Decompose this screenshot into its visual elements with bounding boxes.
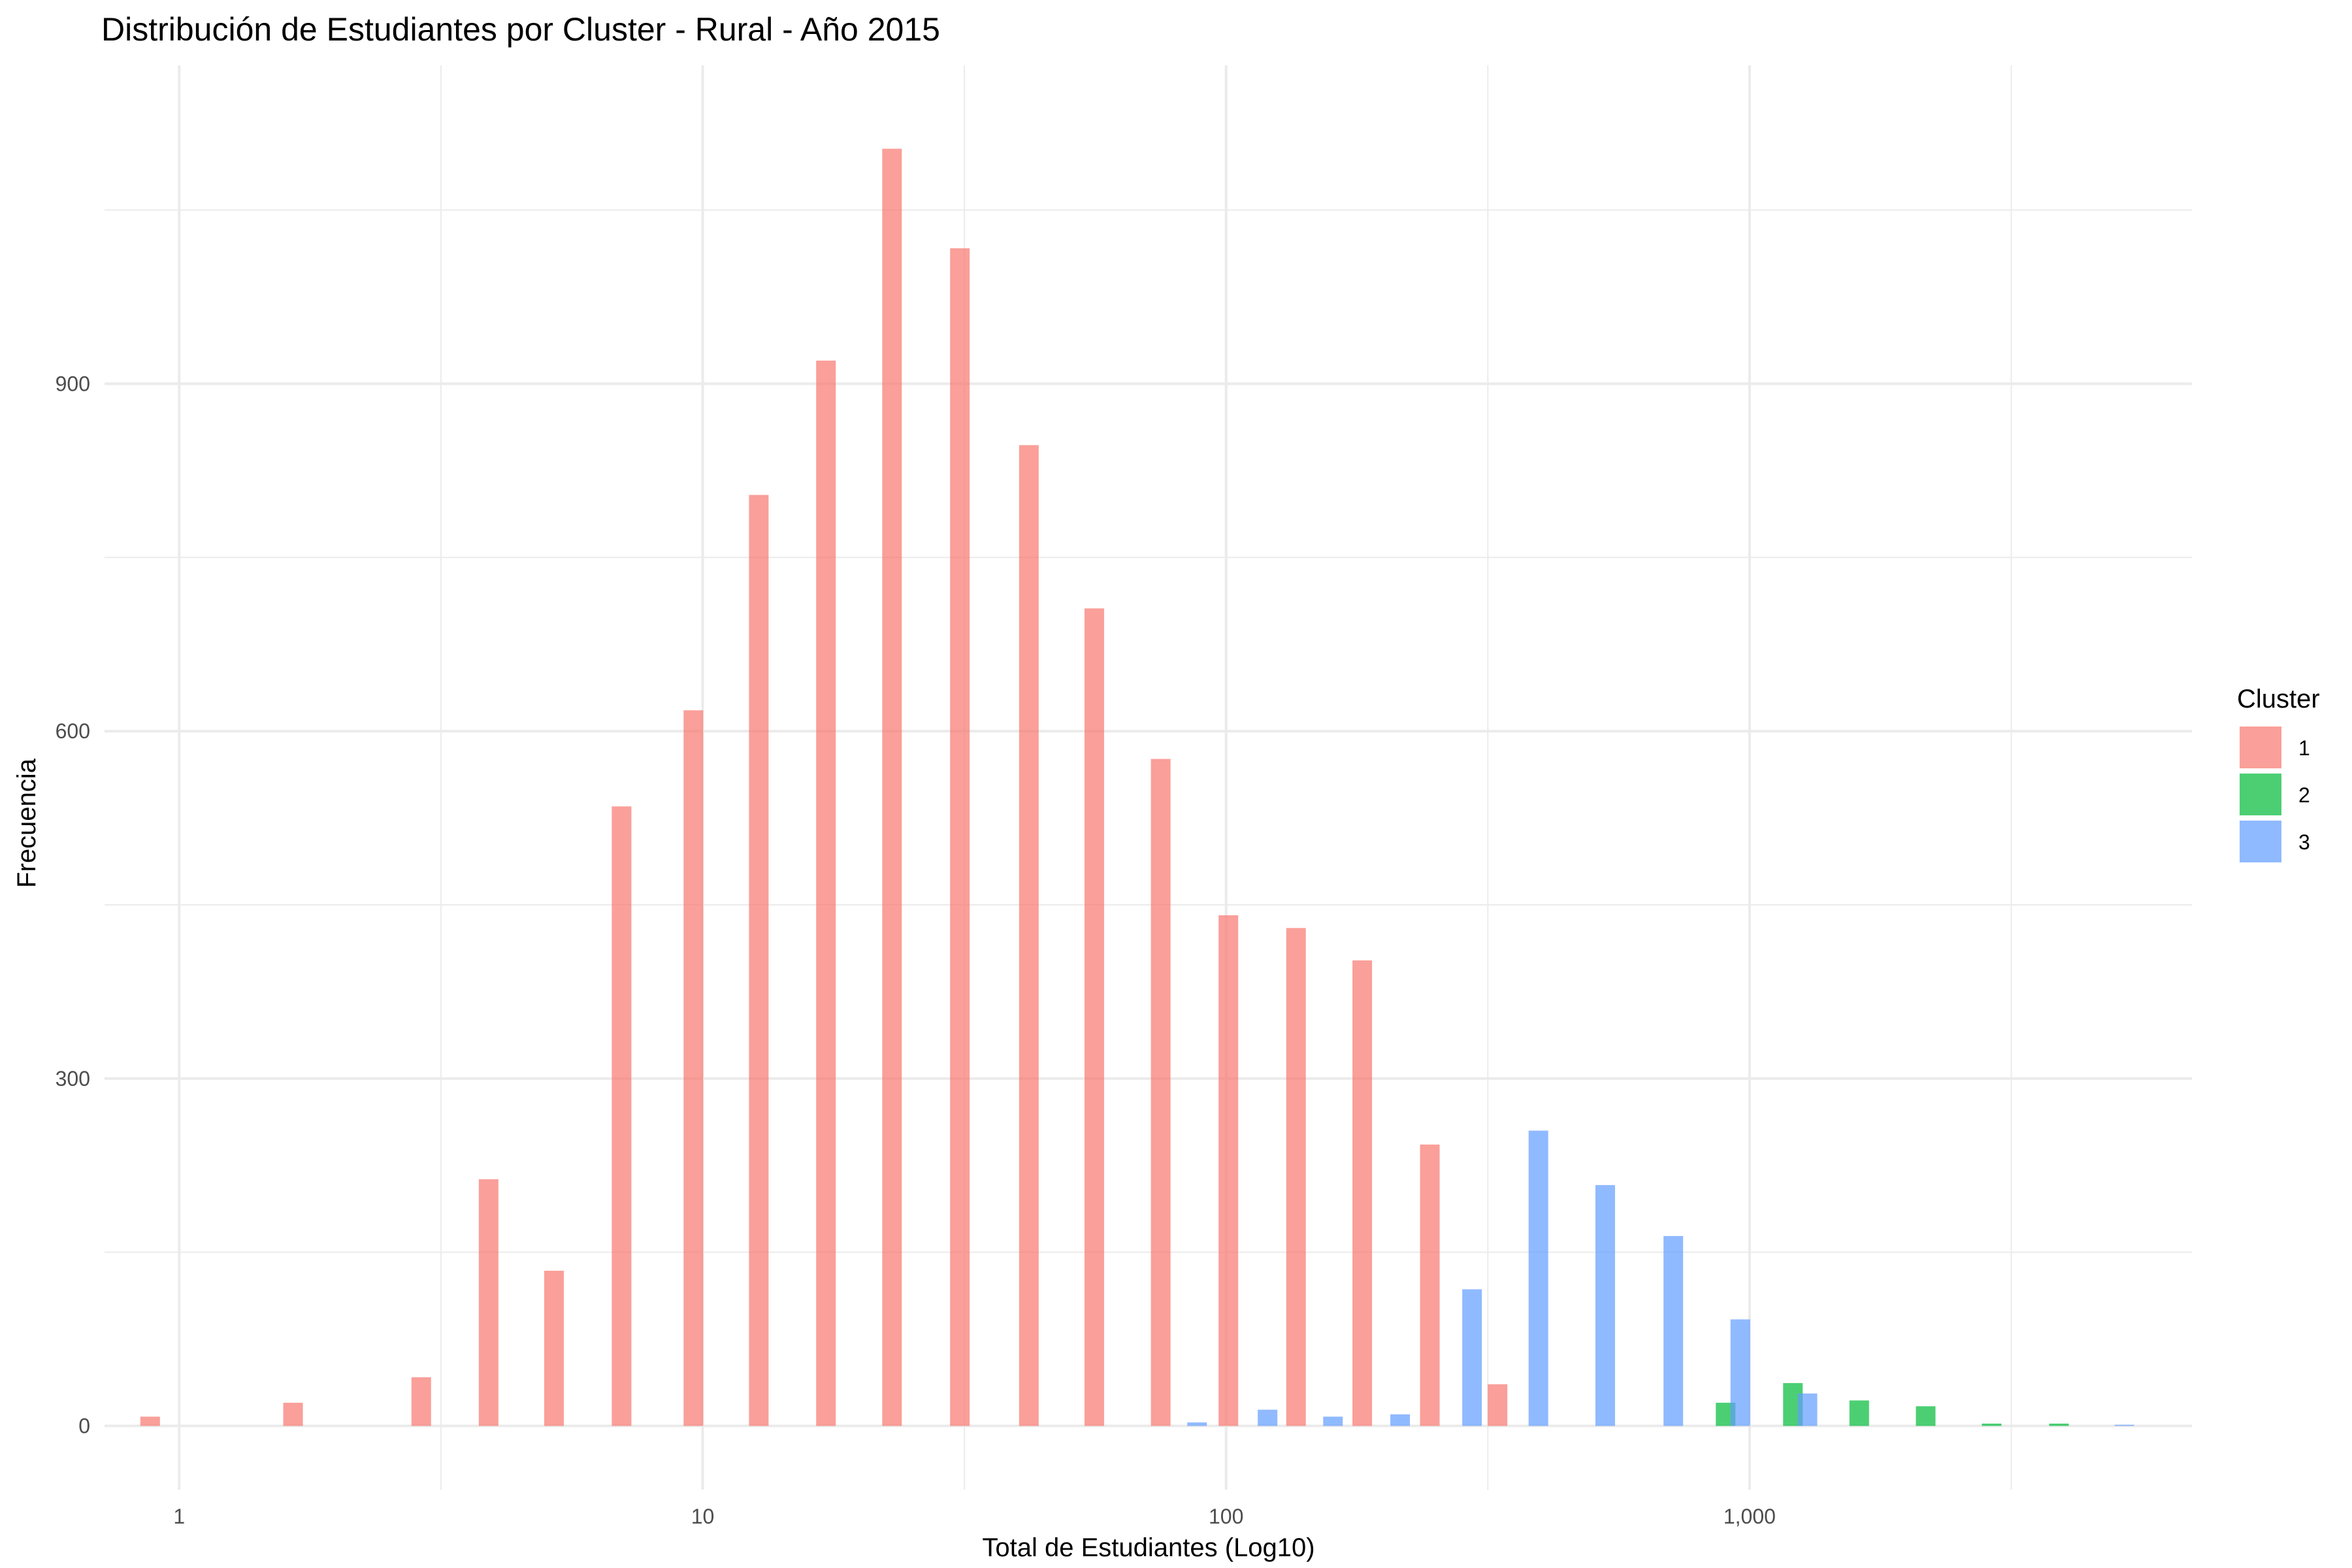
bar-cluster-3 — [2114, 1424, 2134, 1426]
bar-cluster-3 — [1528, 1130, 1548, 1426]
bar-cluster-3 — [1187, 1422, 1207, 1426]
legend-key-3 — [2240, 821, 2281, 862]
bar-cluster-2 — [1916, 1406, 1936, 1426]
bar-cluster-1 — [478, 1179, 498, 1426]
bar-cluster-3 — [1258, 1409, 1278, 1426]
bar-cluster-1 — [1084, 608, 1104, 1426]
bar-cluster-3 — [1663, 1235, 1684, 1426]
y-tick-label: 900 — [56, 372, 90, 395]
legend-label-3: 3 — [2298, 830, 2310, 854]
bar-cluster-1 — [1151, 759, 1171, 1426]
tick-labels: 1 10 100 1,000 0 300 600 900 — [56, 372, 1776, 1528]
x-tick-label: 100 — [1209, 1505, 1243, 1528]
y-tick-label: 0 — [78, 1414, 90, 1438]
y-tick-label: 600 — [56, 719, 90, 743]
bars — [140, 148, 2134, 1426]
x-tick-label: 1 — [173, 1505, 185, 1528]
bar-cluster-1 — [1488, 1384, 1508, 1426]
legend-title: Cluster — [2237, 685, 2320, 713]
bar-cluster-1 — [816, 360, 836, 1426]
bar-cluster-3 — [1390, 1414, 1411, 1426]
x-tick-label: 1,000 — [1723, 1505, 1776, 1528]
legend: Cluster 1 2 3 — [2237, 685, 2320, 862]
bar-cluster-1 — [411, 1377, 431, 1426]
x-axis-title: Total de Estudiantes (Log10) — [982, 1533, 1315, 1562]
bar-cluster-1 — [283, 1403, 303, 1426]
bar-cluster-1 — [950, 248, 970, 1426]
y-tick-label: 300 — [56, 1067, 90, 1090]
bar-cluster-1 — [1420, 1144, 1440, 1426]
legend-key-2 — [2240, 774, 2281, 815]
bar-cluster-2 — [1982, 1423, 2002, 1426]
legend-key-1 — [2240, 727, 2281, 768]
bar-cluster-1 — [544, 1271, 564, 1426]
bar-cluster-1 — [683, 710, 704, 1426]
bar-cluster-1 — [612, 806, 632, 1426]
chart-title: Distribución de Estudiantes por Cluster … — [101, 11, 940, 48]
bar-cluster-1 — [1352, 960, 1373, 1426]
bar-cluster-3 — [1462, 1289, 1482, 1426]
bar-cluster-2 — [2049, 1423, 2069, 1426]
bar-cluster-3 — [1797, 1393, 1818, 1426]
x-tick-label: 10 — [691, 1505, 715, 1528]
bar-cluster-3 — [1730, 1319, 1750, 1426]
bar-cluster-1 — [1286, 928, 1306, 1426]
bar-cluster-3 — [1595, 1184, 1615, 1426]
bar-cluster-1 — [140, 1416, 160, 1426]
bar-cluster-1 — [749, 495, 769, 1426]
bar-cluster-1 — [1019, 445, 1039, 1426]
bar-cluster-3 — [1323, 1416, 1343, 1426]
legend-label-1: 1 — [2298, 736, 2310, 760]
legend-items: 1 2 3 — [2240, 727, 2310, 862]
bar-cluster-2 — [1849, 1400, 1869, 1426]
y-axis-title: Frecuencia — [12, 758, 41, 888]
bar-cluster-1 — [1218, 915, 1239, 1426]
bar-cluster-1 — [882, 148, 902, 1426]
legend-label-2: 2 — [2298, 783, 2310, 807]
